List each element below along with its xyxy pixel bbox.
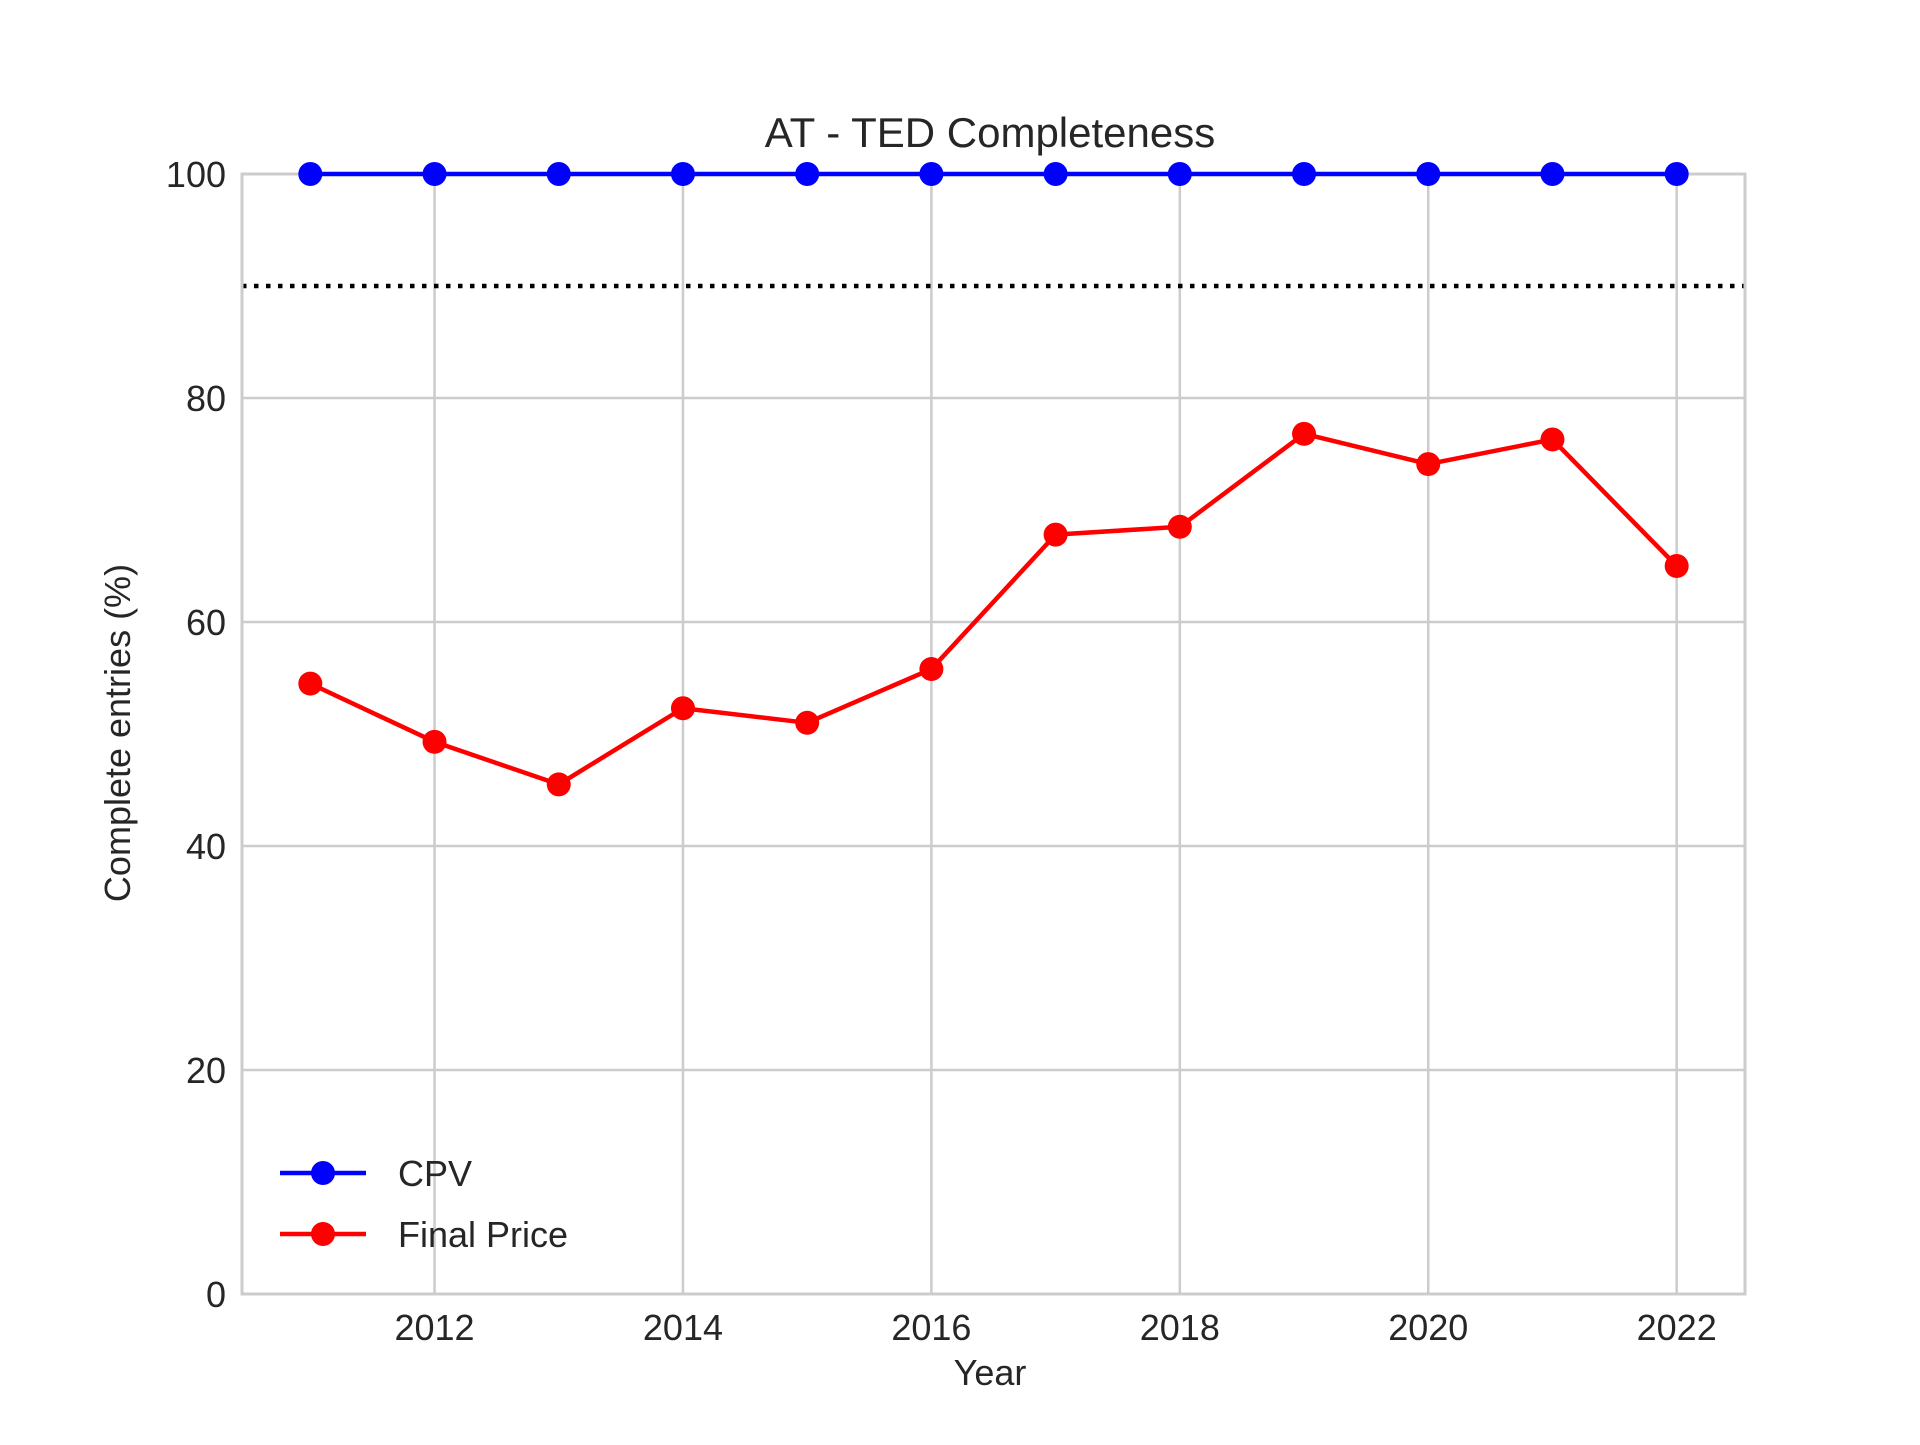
data-point-cpv (546, 162, 571, 186)
data-point-cpv (1416, 162, 1441, 186)
data-point-cpv (1167, 162, 1192, 186)
chart-title: AT - TED Completeness (765, 109, 1216, 156)
data-point-final-price (670, 696, 695, 721)
x-tick-label: 2014 (643, 1307, 723, 1348)
series-line-final-price (309, 431, 1679, 787)
data-point-final-price (1167, 514, 1192, 539)
data-point-final-price (1292, 421, 1317, 446)
data-point-final-price (919, 657, 944, 682)
data-point-final-price (1416, 452, 1441, 477)
x-axis-label: Year (954, 1352, 1027, 1393)
data-point-cpv (1540, 162, 1565, 186)
x-tick-label: 2012 (394, 1307, 474, 1348)
y-tick-label: 100 (166, 154, 226, 195)
data-point-cpv (1043, 162, 1068, 186)
legend-marker-cpv (311, 1161, 335, 1185)
data-point-cpv (1664, 162, 1689, 186)
x-tick-label: 2018 (1140, 1307, 1220, 1348)
y-tick-label: 40 (186, 826, 226, 867)
data-point-final-price (546, 772, 571, 797)
data-point-final-price (1540, 427, 1565, 452)
data-point-final-price (422, 729, 447, 754)
data-point-cpv (795, 162, 820, 186)
y-tick-label: 20 (186, 1050, 226, 1091)
x-tick-label: 2016 (891, 1307, 971, 1348)
data-point-final-price (298, 671, 323, 696)
data-point-cpv (919, 162, 944, 186)
series-layer (298, 162, 1689, 797)
legend-marker-final-price (311, 1222, 335, 1246)
data-point-final-price (1043, 522, 1068, 547)
x-tick-label: 2020 (1388, 1307, 1468, 1348)
x-tick-label: 2022 (1637, 1307, 1717, 1348)
legend-label-cpv: CPV (398, 1153, 472, 1194)
data-point-cpv (298, 162, 323, 186)
y-tick-label: 80 (186, 378, 226, 419)
legend: CPV Final Price (280, 1153, 568, 1255)
y-tick-label: 0 (206, 1274, 226, 1315)
data-point-final-price (1664, 554, 1689, 578)
data-point-cpv (1292, 162, 1317, 186)
y-tick-label: 60 (186, 602, 226, 643)
y-axis-label: Complete entries (%) (97, 564, 138, 902)
data-point-final-price (795, 710, 820, 735)
tick-labels: 2012 2014 2016 2018 2020 2022 0 20 40 60 80 100 (166, 154, 1717, 1348)
data-point-cpv (422, 162, 447, 186)
legend-label-final-price: Final Price (398, 1214, 568, 1255)
data-point-cpv (670, 162, 695, 186)
